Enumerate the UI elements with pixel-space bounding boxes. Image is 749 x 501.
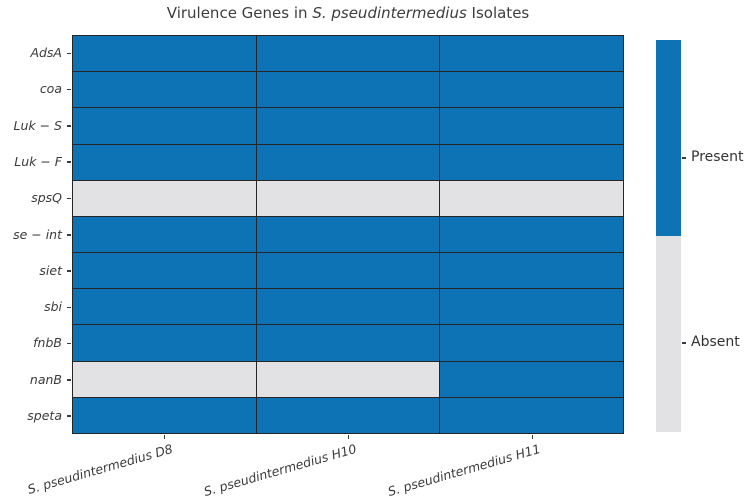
heatmap-cell [440,108,623,144]
y-axis-tick [67,52,71,55]
heatmap-cell [73,325,256,361]
y-axis-label: AdsA [30,45,62,61]
y-axis-tick [67,415,71,417]
heatmap-cell [440,36,623,72]
y-axis-tick [67,306,71,309]
heatmap-cell [440,216,623,253]
heatmap-cell [256,216,440,253]
heatmap-cell [440,325,623,361]
heatmap-cell [440,180,623,216]
heatmap-cell [256,72,440,108]
y-axis-tick [67,342,71,345]
heatmap-cell [256,108,440,144]
heatmap-grid [72,35,624,434]
y-axis-label: se − int [13,226,62,242]
colorbar-tick-present [682,157,686,159]
colorbar [656,40,681,432]
x-axis-label: S. pseudintermedius H11 [386,441,543,499]
y-axis-tick [67,161,71,163]
y-axis-label: coa [39,81,62,97]
heatmap-cell [440,397,623,433]
heatmap-cell [73,289,256,325]
x-axis-tick [347,435,349,439]
heatmap-cell [256,397,440,433]
y-axis-label: fnbB [33,335,62,351]
y-axis-label: nanB [29,371,62,387]
y-axis-label: spsQ [31,190,62,206]
y-axis-label: Luk − S [13,117,62,133]
heatmap-cell [440,72,623,108]
heatmap-cell [73,36,256,72]
chart-title-prefix: Virulence Genes in [166,4,313,22]
heatmap-cell [73,108,256,144]
heatmap-cell [256,180,440,216]
heatmap-cell [73,397,256,433]
chart-title-suffix: Isolates [466,4,530,22]
x-axis-label: S. pseudintermedius D8 [25,441,175,497]
heatmap-cell [440,144,623,180]
x-axis-tick [163,435,165,439]
heatmap-cell [440,289,623,325]
y-axis-label: Luk − F [14,153,62,169]
x-axis-tick [531,435,533,439]
heatmap-cell [73,144,256,180]
y-axis-tick [67,270,71,272]
heatmap-cell [73,216,256,253]
heatmap-cell [256,289,440,325]
y-axis-label: siet [39,262,62,278]
heatmap-cell [440,253,623,289]
y-axis-tick [67,234,71,236]
colorbar-present-segment [656,40,681,236]
heatmap-cell [256,144,440,180]
colorbar-absent-segment [656,236,681,432]
y-axis-tick [67,379,71,381]
heatmap-cell [256,36,440,72]
chart-title: Virulence Genes in S. pseudintermedius I… [72,4,624,22]
colorbar-label-absent: Absent [691,334,740,350]
y-axis-tick [67,125,71,127]
heatmap-cell [73,72,256,108]
y-axis-label: sbi [44,299,62,315]
colorbar-tick-absent [682,342,686,344]
heatmap-cell [256,361,440,397]
colorbar-label-present: Present [691,149,744,165]
heatmap-cell [73,361,256,397]
y-axis-label: speta [27,407,62,423]
heatmap-cell [73,253,256,289]
heatmap-cell [73,180,256,216]
y-axis-tick [67,88,71,91]
heatmap-cell [440,361,623,397]
heatmap-cell [256,325,440,361]
y-axis-tick [67,197,71,200]
x-axis-label: S. pseudintermedius H10 [202,441,359,499]
heatmap-cell [256,253,440,289]
chart-title-species: S. pseudintermedius [312,4,467,22]
